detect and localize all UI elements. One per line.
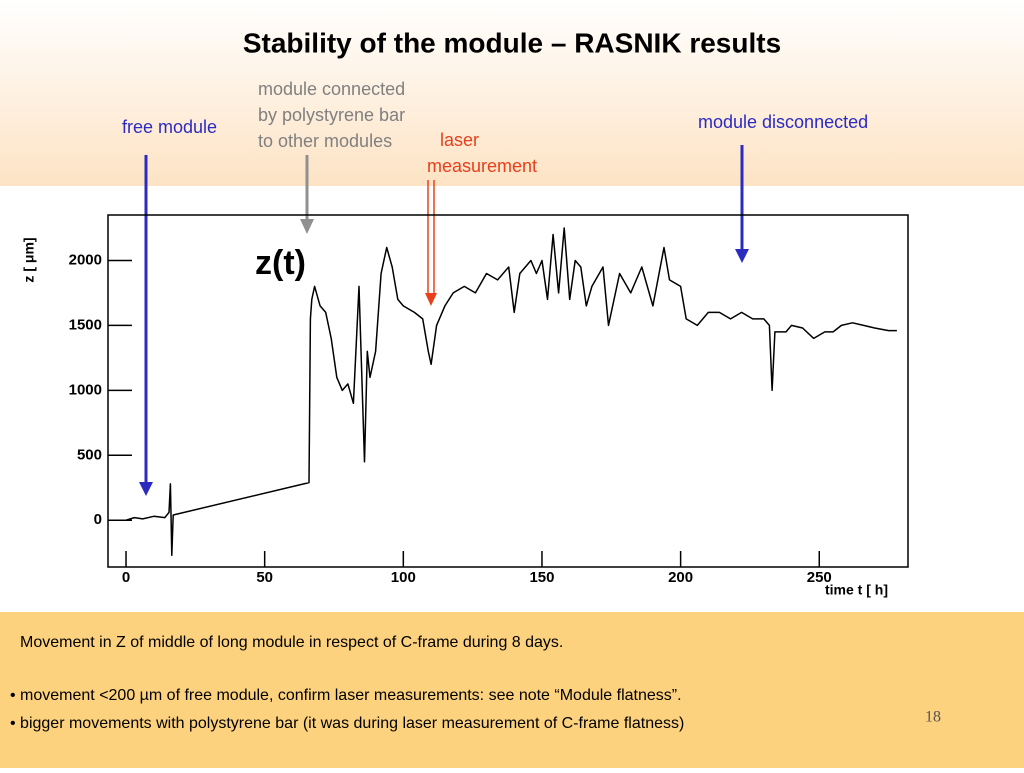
annotation: by polystyrene bar xyxy=(258,105,405,125)
y-tick-label: 2000 xyxy=(69,251,102,268)
x-tick-label: 250 xyxy=(807,569,832,586)
chart-bg xyxy=(0,186,1024,612)
arrow-head xyxy=(425,293,437,306)
annotation: to other modules xyxy=(258,131,392,151)
x-tick-label: 50 xyxy=(256,569,273,586)
annotation: free module xyxy=(122,117,217,137)
note: • bigger movements with polystyrene bar … xyxy=(10,715,684,732)
note: • movement <200 µm of free module, confi… xyxy=(10,687,682,704)
y-tick-label: 1000 xyxy=(69,381,102,398)
x-tick-label: 150 xyxy=(529,569,554,586)
x-tick-label: 200 xyxy=(668,569,693,586)
note: Movement in Z of middle of long module i… xyxy=(20,634,563,651)
y-tick-label: 1500 xyxy=(69,316,102,333)
slide-title: Stability of the module – RASNIK results xyxy=(243,27,781,58)
x-axis-label: time t [ h] xyxy=(825,582,888,598)
arrow-head xyxy=(300,219,314,234)
x-tick-label: 100 xyxy=(391,569,416,586)
x-tick-label: 0 xyxy=(122,569,130,586)
chart-title: z(t) xyxy=(255,244,306,282)
y-tick-label: 0 xyxy=(94,511,102,528)
page-number: 18 xyxy=(925,709,941,726)
annotation: module disconnected xyxy=(698,112,868,132)
arrow-head xyxy=(735,249,749,263)
data-line xyxy=(125,227,897,557)
annotation: measurement xyxy=(427,156,537,176)
y-axis-label: z [ μm] xyxy=(21,237,37,282)
annotation: laser xyxy=(440,130,479,150)
annotations: free module module connected by polystyren… xyxy=(122,79,868,176)
arrow-head xyxy=(139,482,153,496)
notes-bg xyxy=(0,612,1024,768)
y-tick-label: 500 xyxy=(77,446,102,463)
annotation: module connected xyxy=(258,79,405,99)
header-bg xyxy=(0,0,1024,186)
